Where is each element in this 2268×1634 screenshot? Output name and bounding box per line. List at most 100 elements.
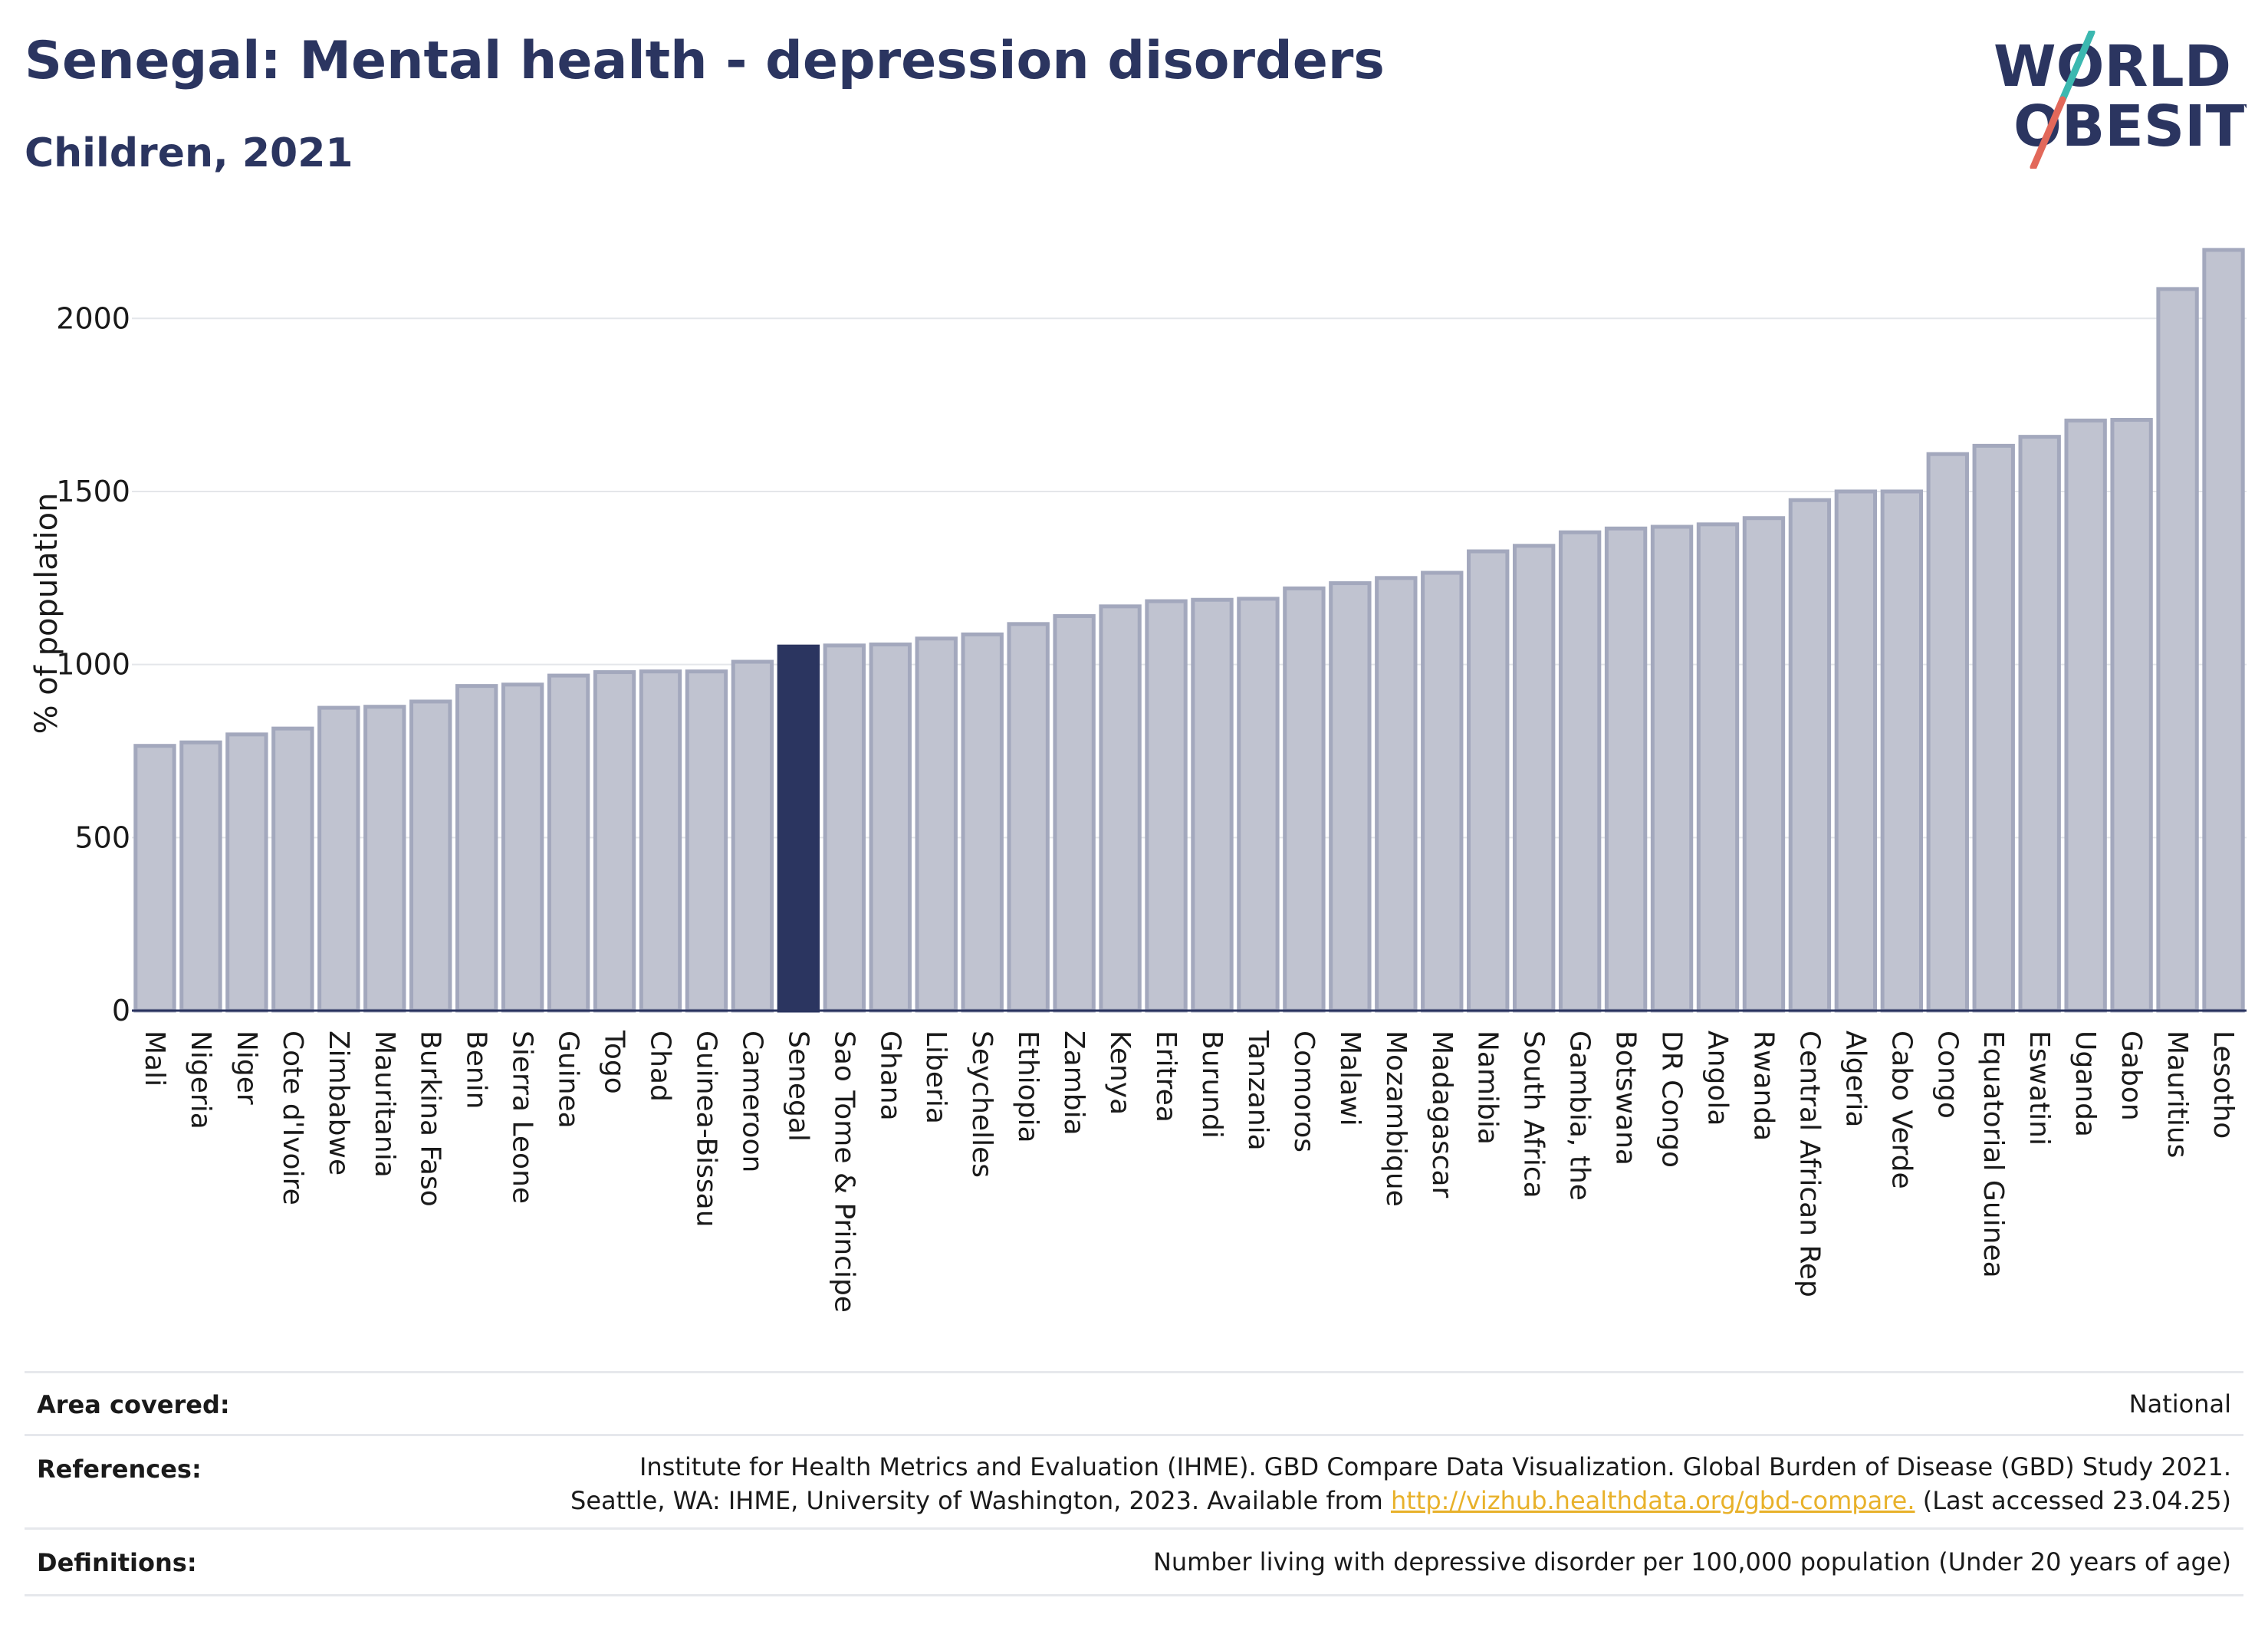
- category-label: Namibia: [1472, 1031, 1504, 1145]
- y-tick-label: 1000: [56, 648, 130, 682]
- bar-burundi: [1191, 597, 1234, 1013]
- category-label: Madagascar: [1426, 1031, 1458, 1198]
- bar-seychelles: [961, 632, 1004, 1013]
- category-label: Burundi: [1196, 1031, 1228, 1139]
- category-label: Guinea: [553, 1031, 584, 1129]
- category-label: Kenya: [1104, 1031, 1136, 1115]
- logo-slash-top: [2059, 31, 2095, 104]
- category-label: Gabon: [2115, 1031, 2147, 1121]
- category-label: Sao Tome & Principe: [828, 1031, 860, 1313]
- category-label: Algeria: [1839, 1031, 1871, 1128]
- bar-zimbabwe: [317, 705, 360, 1013]
- references-line-2-suffix: (Last accessed 23.04.25): [1915, 1486, 2231, 1515]
- y-tick-label: 2000: [56, 301, 130, 335]
- bar-equatorial-guinea: [1972, 443, 2015, 1013]
- bar-malawi: [1329, 581, 1372, 1013]
- category-label: Uganda: [2069, 1031, 2101, 1137]
- category-label: Mauritania: [369, 1031, 400, 1178]
- bar-dr-congo: [1650, 524, 1694, 1013]
- category-label: Mali: [139, 1031, 170, 1087]
- bar-tanzania: [1237, 597, 1280, 1013]
- bar-burkina-faso: [409, 699, 452, 1013]
- category-label: Burkina Faso: [415, 1031, 446, 1207]
- category-label: Ghana: [874, 1031, 906, 1121]
- bar-mali: [133, 744, 176, 1013]
- bar-congo: [1926, 452, 1969, 1013]
- y-tick-label: 500: [74, 820, 130, 854]
- bar-zambia: [1053, 613, 1096, 1013]
- category-label: Cameroon: [736, 1031, 768, 1172]
- logo-line-1: WORLD: [1994, 34, 2231, 100]
- bar-sierra-leone: [501, 682, 544, 1013]
- category-label: DR Congo: [1656, 1031, 1688, 1168]
- category-label: Malawi: [1334, 1031, 1366, 1126]
- bar-gambia-the: [1558, 530, 1602, 1013]
- definitions-label: Definitions:: [37, 1548, 197, 1577]
- category-label: Cabo Verde: [1885, 1031, 1917, 1189]
- bar-angola: [1696, 522, 1740, 1013]
- category-label: Equatorial Guinea: [1977, 1031, 2009, 1278]
- category-label: Rwanda: [1747, 1031, 1779, 1141]
- bar-guinea: [547, 673, 590, 1013]
- category-label: Central African Rep: [1793, 1031, 1825, 1297]
- y-axis-label: % of population: [29, 493, 64, 735]
- category-label: Senegal: [782, 1031, 814, 1142]
- y-tick-labels: 0 500 1000 1500 2000: [56, 301, 130, 1027]
- bar-senegal: [777, 644, 820, 1013]
- bar-cote-d-ivoire: [271, 726, 314, 1013]
- category-label: Gambia, the: [1564, 1031, 1596, 1201]
- category-label: Eritrea: [1150, 1031, 1182, 1123]
- category-label: Ethiopia: [1012, 1031, 1044, 1143]
- category-label: Seychelles: [966, 1031, 998, 1178]
- references-line-1: Institute for Health Metrics and Evaluat…: [639, 1452, 2231, 1481]
- bar-eritrea: [1145, 599, 1188, 1013]
- category-label: Sierra Leone: [507, 1031, 538, 1204]
- category-label: Lesotho: [2207, 1031, 2239, 1139]
- bar-ethiopia: [1007, 622, 1050, 1013]
- world-obesity-logo: WORLD OBESITY: [1994, 31, 2247, 169]
- category-label: Mauritius: [2161, 1031, 2193, 1158]
- category-label: South Africa: [1518, 1031, 1550, 1198]
- category-label: Chad: [645, 1031, 676, 1102]
- bar-cameroon: [731, 659, 774, 1013]
- bar-south-africa: [1512, 544, 1556, 1013]
- category-label: Zimbabwe: [323, 1031, 354, 1175]
- category-label: Zambia: [1058, 1031, 1090, 1136]
- bars: [133, 248, 2245, 1013]
- area-covered-value: National: [2128, 1389, 2231, 1419]
- bar-benin: [455, 684, 498, 1013]
- bar-namibia: [1467, 549, 1510, 1013]
- category-label: Botswana: [1610, 1031, 1642, 1165]
- bar-kenya: [1099, 604, 1142, 1013]
- bar-niger: [225, 732, 268, 1013]
- category-label: Liberia: [920, 1031, 952, 1124]
- category-label: Tanzania: [1242, 1030, 1274, 1151]
- logo-slash-bottom: [2030, 96, 2066, 169]
- bar-liberia: [915, 636, 958, 1013]
- references-line-2: Seattle, WA: IHME, University of Washing…: [570, 1484, 2231, 1517]
- category-label: Eswatini: [2023, 1031, 2055, 1146]
- bar-mauritania: [363, 705, 406, 1013]
- category-labels: Mali Nigeria Niger Cote d'Ivoire Zimbabwe Mau…: [139, 1030, 2239, 1313]
- bar-central-african-rep: [1788, 498, 1832, 1013]
- bar-chad: [639, 669, 682, 1013]
- footer-row-definitions: Definitions: Number living with depressi…: [25, 1527, 2243, 1596]
- bar-lesotho: [2202, 248, 2245, 1013]
- bar-guinea-bissau: [685, 669, 728, 1013]
- bar-ghana: [869, 642, 912, 1013]
- references-value: Institute for Health Metrics and Evaluat…: [570, 1450, 2231, 1517]
- y-tick-label: 0: [112, 994, 130, 1027]
- category-label: Congo: [1931, 1031, 1963, 1119]
- page-subtitle: Children, 2021: [25, 130, 353, 176]
- category-label: Nigeria: [185, 1031, 216, 1129]
- references-link[interactable]: http://vizhub.healthdata.org/gbd-compare…: [1390, 1486, 1915, 1515]
- bar-sao-tome-principe: [823, 643, 866, 1013]
- category-label: Mozambique: [1380, 1031, 1412, 1207]
- footer-row-area: Area covered: National: [25, 1371, 2243, 1436]
- bar-nigeria: [179, 740, 222, 1013]
- bar-mozambique: [1375, 576, 1418, 1013]
- area-covered-label: Area covered:: [37, 1390, 230, 1419]
- category-label: Guinea-Bissau: [690, 1031, 721, 1228]
- references-line-2-text: Seattle, WA: IHME, University of Washing…: [570, 1486, 1391, 1515]
- category-label: Angola: [1702, 1031, 1734, 1126]
